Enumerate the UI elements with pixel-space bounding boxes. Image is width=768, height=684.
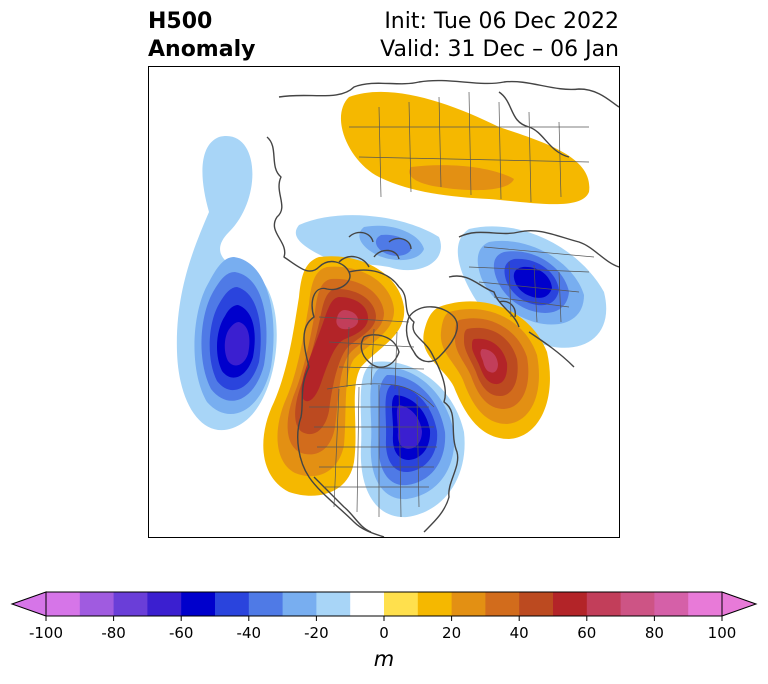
colorbar-bin xyxy=(248,592,284,616)
colorbar-tick-label: -40 xyxy=(237,624,262,642)
colorbar-tick-label: 80 xyxy=(645,624,664,642)
colorbar-tick-label: 40 xyxy=(510,624,529,642)
anomaly-pos-siberia xyxy=(340,91,590,205)
anomaly-neg-pacific xyxy=(176,136,277,431)
valid-range: Valid: 31 Dec – 06 Jan xyxy=(380,37,619,62)
arctic-islands xyxy=(338,231,412,268)
colorbar-bins xyxy=(46,592,723,616)
colorbar-extend-min xyxy=(10,591,47,617)
anomaly-contour-level xyxy=(480,349,498,373)
colorbar-extend-max xyxy=(721,591,758,617)
russia-borders xyxy=(349,91,590,203)
colorbar-bin xyxy=(46,592,81,616)
europe-borders xyxy=(468,246,595,323)
title-right: Init: Tue 06 Dec 2022 Valid: 31 Dec – 06… xyxy=(380,8,619,64)
anomaly-contour-level xyxy=(340,91,590,205)
political-borders xyxy=(309,91,595,518)
map-panel xyxy=(148,66,620,538)
europe-coast xyxy=(448,275,575,368)
colorbar-bin xyxy=(316,592,351,616)
colorbar-bin xyxy=(688,592,723,616)
anomaly-pos-alaska xyxy=(263,256,405,496)
greenland xyxy=(405,306,458,363)
anomaly-neg-eastern-us xyxy=(360,361,465,518)
colorbar-bin xyxy=(215,592,250,616)
anomaly-contour-level xyxy=(409,165,514,191)
colorbar-bin xyxy=(485,592,520,616)
colorbar-bin xyxy=(181,592,216,616)
canada-provinces xyxy=(318,316,425,390)
colorbar-tick-label: -60 xyxy=(169,624,194,642)
anomaly-map xyxy=(176,79,619,537)
title-left: H500 Anomaly xyxy=(148,9,256,62)
mexico-coast xyxy=(313,476,372,533)
colorbar-ticks: -100 -80 -60 -40 -20 0 20 40 60 80 100 xyxy=(29,616,736,642)
colorbar-tick-label: 20 xyxy=(442,624,461,642)
colorbar-bin xyxy=(147,592,182,616)
colorbar-bin xyxy=(350,592,385,616)
colorbar-tick-label: -100 xyxy=(29,624,63,642)
colorbar-bin xyxy=(384,592,419,616)
colorbar-bin xyxy=(451,592,486,616)
colorbar-bin xyxy=(553,592,588,616)
colorbar-bin xyxy=(586,592,622,616)
colorbar-tick-label: 60 xyxy=(577,624,596,642)
us-state-lines xyxy=(309,385,437,518)
colorbar-bin xyxy=(620,592,655,616)
colorbar-bin xyxy=(79,592,115,616)
anomaly-contour-level xyxy=(336,310,359,330)
colorbar-bin xyxy=(417,592,453,616)
colorbar-bin xyxy=(113,592,148,616)
colorbar-tick-label: -80 xyxy=(101,624,126,642)
colorbar-tick-label: 100 xyxy=(708,624,737,642)
colorbar-bin xyxy=(282,592,317,616)
colorbar-unit-label: m xyxy=(374,647,394,671)
hudson-bay xyxy=(360,334,400,368)
colorbar: -100 -80 -60 -40 -20 0 20 40 60 80 100 m xyxy=(10,591,758,671)
anomaly-contour-level xyxy=(513,266,552,298)
colorbar-bin xyxy=(654,592,689,616)
anomaly-contour-level xyxy=(224,322,250,366)
colorbar-bin xyxy=(519,592,554,616)
init-date: Init: Tue 06 Dec 2022 xyxy=(384,9,619,34)
colorbar-tick-label: 0 xyxy=(379,624,389,642)
colorbar-tick-label: -20 xyxy=(304,624,329,642)
us-canada-border xyxy=(326,383,435,408)
north-america-coast xyxy=(266,136,459,537)
